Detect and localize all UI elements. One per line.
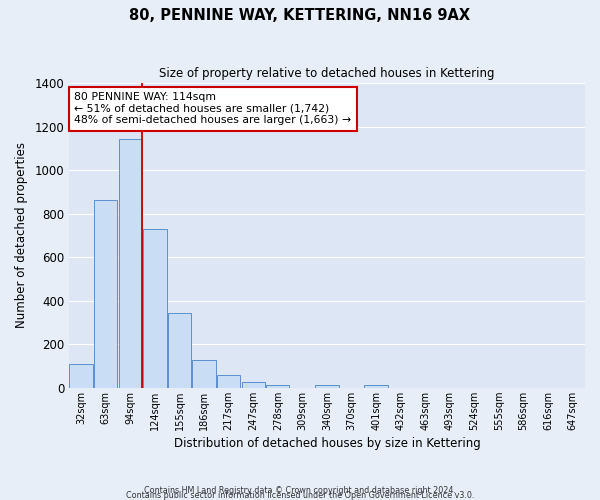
- Text: 80 PENNINE WAY: 114sqm
← 51% of detached houses are smaller (1,742)
48% of semi-: 80 PENNINE WAY: 114sqm ← 51% of detached…: [74, 92, 351, 126]
- Text: 80, PENNINE WAY, KETTERING, NN16 9AX: 80, PENNINE WAY, KETTERING, NN16 9AX: [130, 8, 470, 22]
- Bar: [242, 382, 265, 388]
- Bar: [168, 313, 191, 388]
- Bar: [143, 229, 167, 388]
- Bar: [70, 364, 93, 388]
- Text: Contains public sector information licensed under the Open Government Licence v3: Contains public sector information licen…: [126, 490, 474, 500]
- Bar: [217, 374, 240, 388]
- Bar: [315, 384, 338, 388]
- Bar: [193, 360, 216, 388]
- Bar: [364, 385, 388, 388]
- Text: Contains HM Land Registry data © Crown copyright and database right 2024.: Contains HM Land Registry data © Crown c…: [144, 486, 456, 495]
- Bar: [94, 200, 118, 388]
- Title: Size of property relative to detached houses in Kettering: Size of property relative to detached ho…: [159, 68, 494, 80]
- X-axis label: Distribution of detached houses by size in Kettering: Distribution of detached houses by size …: [173, 437, 481, 450]
- Bar: [119, 139, 142, 388]
- Y-axis label: Number of detached properties: Number of detached properties: [15, 142, 28, 328]
- Bar: [266, 384, 289, 388]
